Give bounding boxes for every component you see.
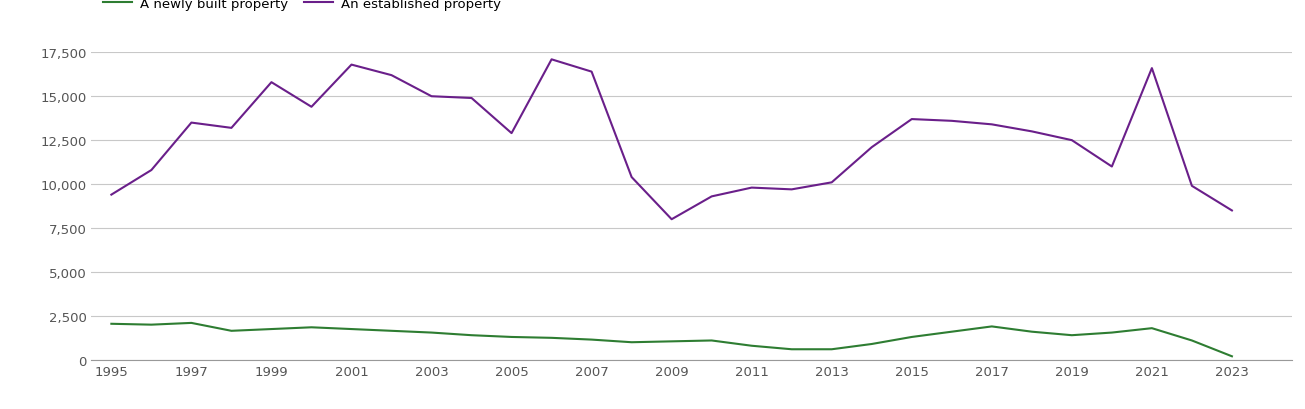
Legend: A newly built property, An established property: A newly built property, An established p… <box>98 0 506 16</box>
